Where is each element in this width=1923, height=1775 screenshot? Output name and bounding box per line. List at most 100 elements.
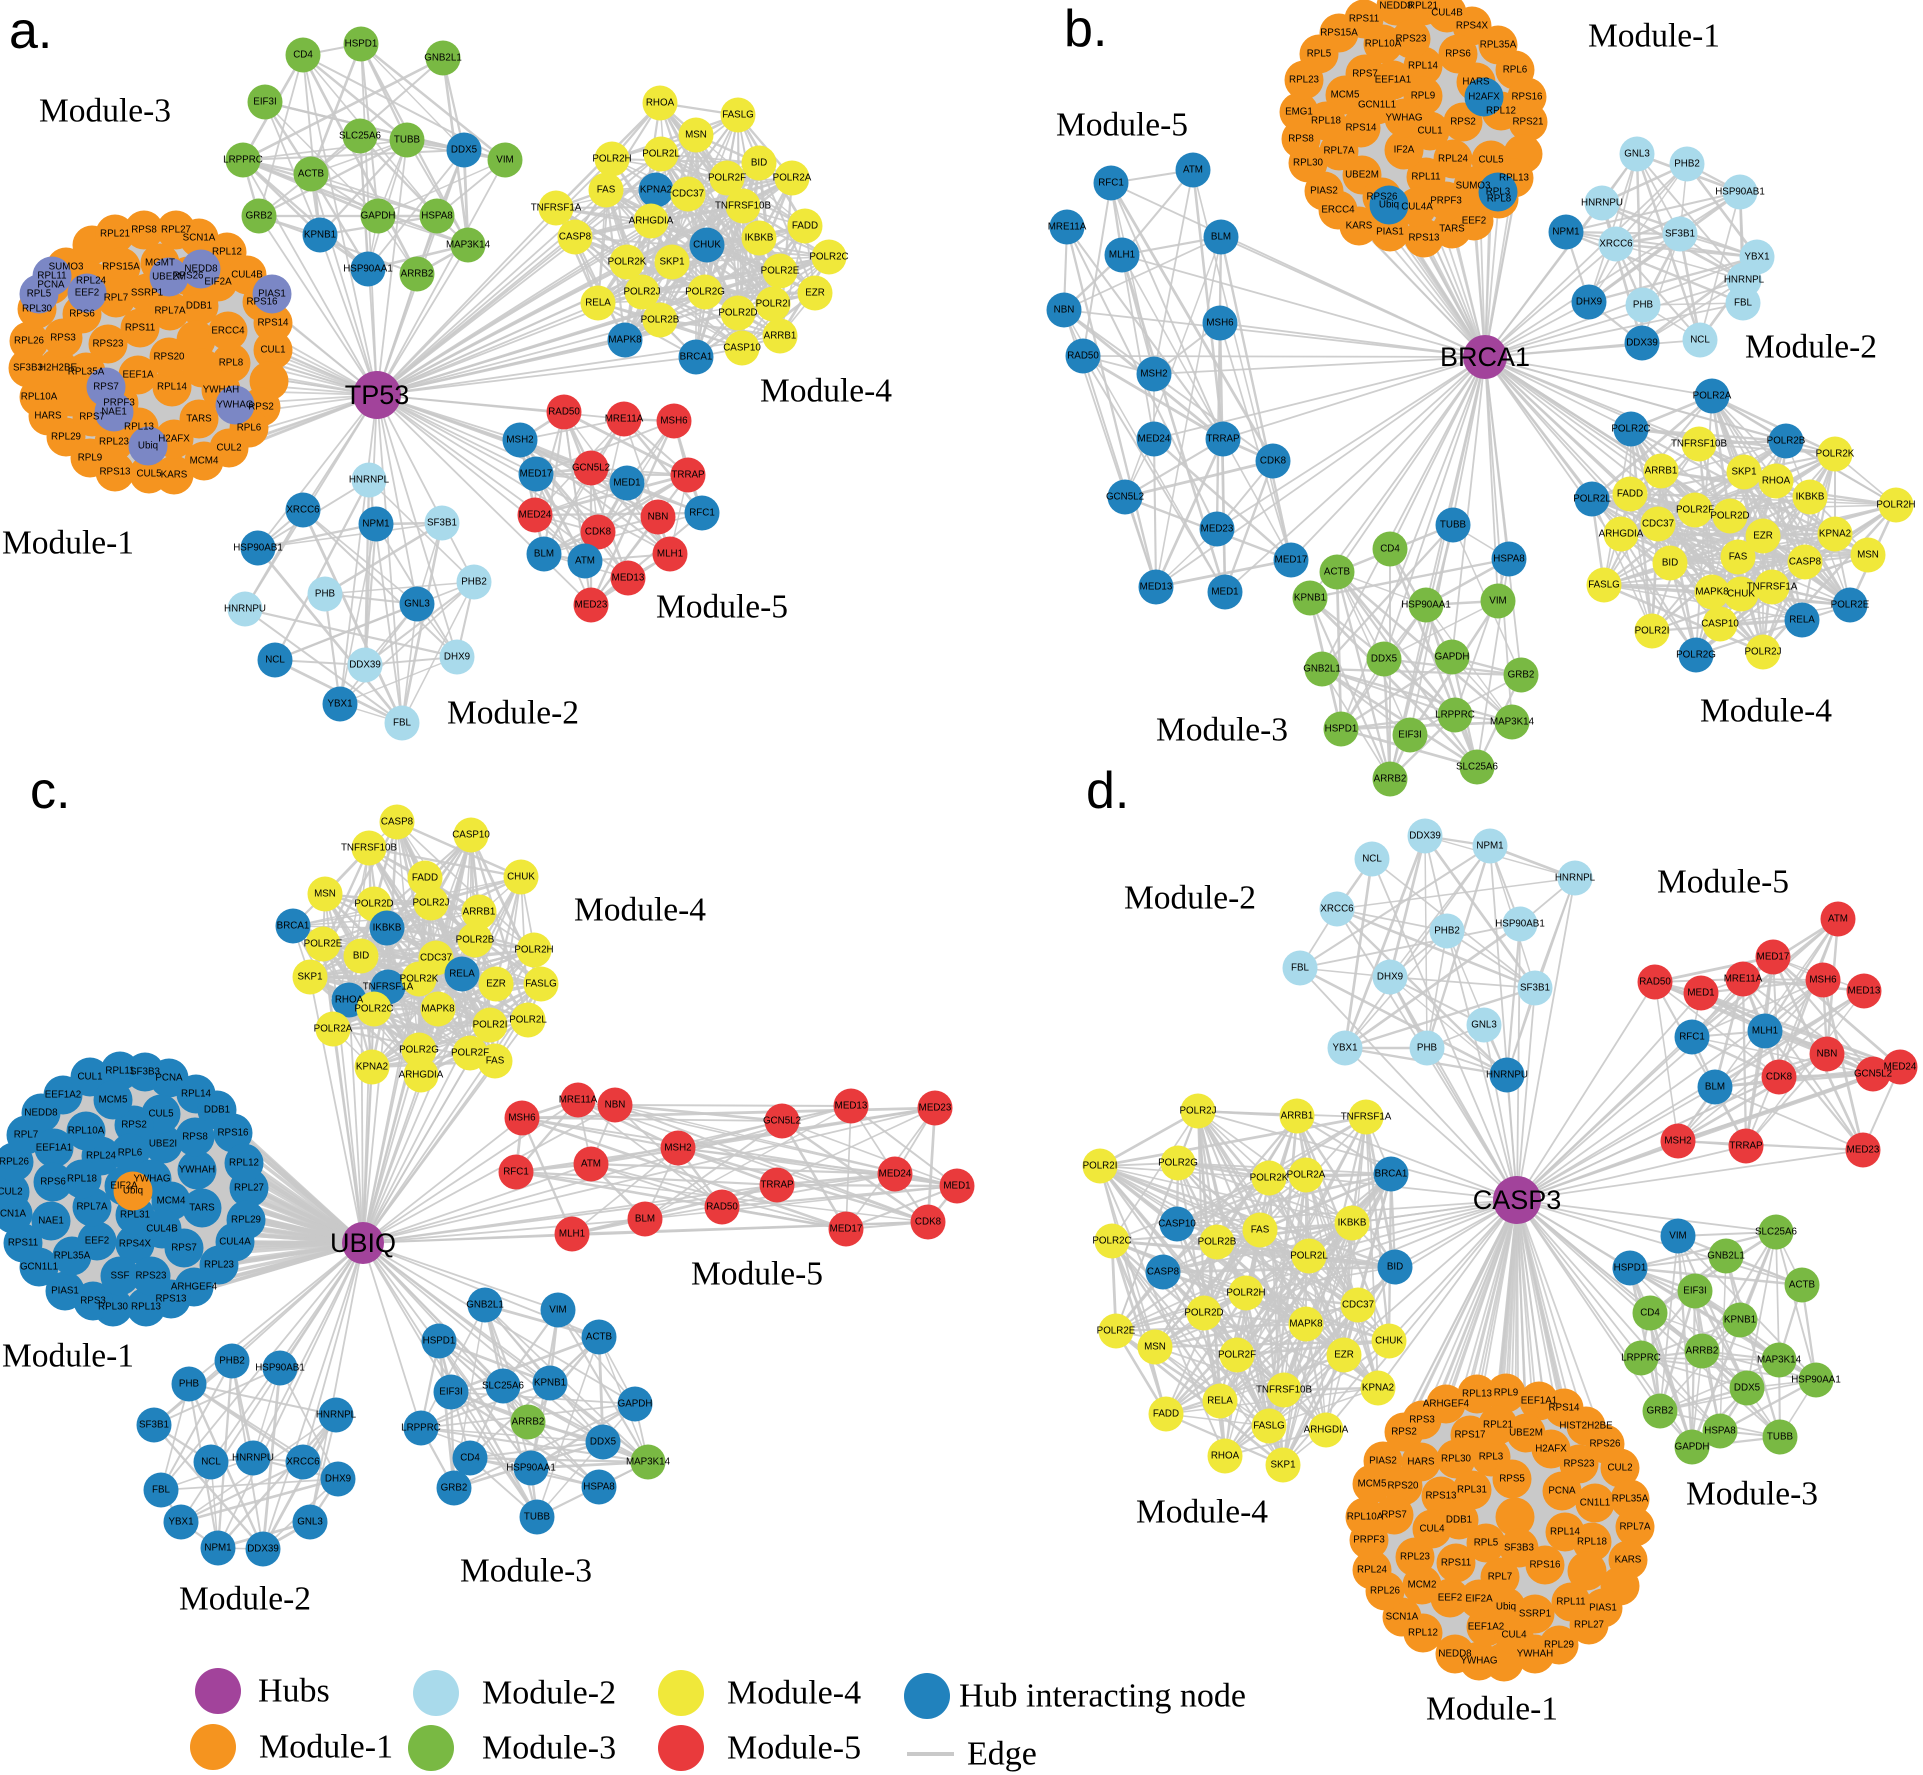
svg-text:DHX9: DHX9: [1377, 972, 1403, 983]
svg-text:POLR2D: POLR2D: [1184, 1308, 1223, 1319]
svg-text:MSH6: MSH6: [508, 1113, 536, 1124]
svg-text:NAE1: NAE1: [38, 1216, 64, 1227]
svg-text:Module-2: Module-2: [179, 1581, 311, 1618]
svg-text:FADD: FADD: [1617, 489, 1643, 500]
svg-text:BID: BID: [1387, 1262, 1403, 1273]
svg-text:ARHGDIA: ARHGDIA: [1304, 1425, 1349, 1436]
svg-text:GCN5L2: GCN5L2: [1106, 492, 1144, 503]
svg-text:RPL5: RPL5: [1307, 49, 1332, 60]
svg-text:NPM1: NPM1: [1552, 227, 1579, 238]
svg-text:TRRAP: TRRAP: [1206, 434, 1240, 445]
svg-text:SUMO3: SUMO3: [49, 262, 84, 273]
svg-text:HSPA8: HSPA8: [1704, 1426, 1736, 1437]
svg-text:GRB2: GRB2: [441, 1483, 468, 1494]
svg-text:HNRNPU: HNRNPU: [224, 604, 266, 615]
svg-text:RFC1: RFC1: [503, 1167, 529, 1178]
svg-text:RPL13: RPL13: [1462, 1389, 1493, 1400]
svg-text:XRCC6: XRCC6: [1599, 239, 1633, 250]
svg-text:RHOA: RHOA: [646, 98, 675, 109]
svg-text:EEF1A2: EEF1A2: [1468, 1622, 1505, 1633]
svg-text:SSRP1: SSRP1: [131, 288, 163, 299]
svg-text:RPS23: RPS23: [92, 339, 124, 350]
svg-text:RELA: RELA: [1789, 615, 1815, 626]
svg-text:RPL7A: RPL7A: [76, 1202, 108, 1213]
svg-text:POLR2B: POLR2B: [1198, 1237, 1237, 1248]
svg-text:RPL12: RPL12: [1408, 1628, 1438, 1639]
svg-text:MED17: MED17: [1757, 952, 1790, 963]
svg-text:SLC25A6: SLC25A6: [482, 1381, 524, 1392]
svg-text:DDX39: DDX39: [1626, 338, 1658, 349]
svg-text:RPS14: RPS14: [1548, 1403, 1580, 1414]
svg-text:SLC25A6: SLC25A6: [339, 131, 381, 142]
svg-text:XRCC6: XRCC6: [286, 505, 320, 516]
svg-text:POLR2A: POLR2A: [1287, 1170, 1326, 1181]
svg-text:PHB: PHB: [179, 1379, 200, 1390]
svg-text:MED23: MED23: [919, 1103, 952, 1114]
svg-text:Edge: Edge: [967, 1736, 1037, 1773]
svg-text:TNFRSF10B: TNFRSF10B: [1671, 439, 1728, 450]
svg-text:DDX39: DDX39: [247, 1544, 279, 1555]
svg-text:DHX9: DHX9: [444, 652, 470, 663]
svg-text:ARRB2: ARRB2: [512, 1417, 545, 1428]
svg-text:FADD: FADD: [412, 873, 438, 884]
svg-text:POLR2C: POLR2C: [809, 252, 848, 263]
svg-text:MED24: MED24: [879, 1169, 912, 1180]
svg-text:YWHAH: YWHAH: [179, 1165, 215, 1176]
svg-text:RFC1: RFC1: [1679, 1032, 1705, 1043]
svg-text:CUL4B: CUL4B: [231, 270, 263, 281]
svg-text:IKBKB: IKBKB: [373, 923, 402, 934]
svg-text:NCL: NCL: [1362, 854, 1382, 865]
svg-text:RPL14: RPL14: [181, 1089, 212, 1100]
svg-text:DDX39: DDX39: [349, 660, 381, 671]
svg-text:BLM: BLM: [635, 1214, 655, 1225]
svg-text:DDX5: DDX5: [1371, 654, 1398, 665]
svg-text:SKP1: SKP1: [1270, 1460, 1295, 1471]
svg-text:RPS6: RPS6: [1445, 49, 1471, 60]
svg-text:RPL12: RPL12: [1486, 106, 1516, 117]
svg-text:RPS26: RPS26: [172, 271, 204, 282]
svg-text:DDB1: DDB1: [186, 301, 212, 312]
svg-text:CUL4A: CUL4A: [219, 1237, 251, 1248]
svg-text:POLR2G: POLR2G: [399, 1045, 439, 1056]
svg-text:SCN1A: SCN1A: [1386, 1612, 1419, 1623]
svg-text:KPNA2: KPNA2: [1362, 1383, 1394, 1394]
svg-text:RPL26: RPL26: [14, 336, 45, 347]
svg-text:POLR2A: POLR2A: [1693, 391, 1732, 402]
svg-text:NCL: NCL: [1690, 335, 1710, 346]
svg-text:BRCA1: BRCA1: [1440, 342, 1530, 372]
svg-text:YWHAG: YWHAG: [216, 400, 253, 411]
svg-text:POLR2B: POLR2B: [456, 935, 495, 946]
svg-text:Hub interacting node: Hub interacting node: [959, 1678, 1246, 1715]
svg-text:GNL3: GNL3: [1471, 1020, 1497, 1031]
svg-text:Module-2: Module-2: [447, 695, 579, 732]
svg-text:POLR2L: POLR2L: [509, 1015, 547, 1026]
svg-text:RPL35A: RPL35A: [68, 367, 105, 378]
svg-text:RPS20: RPS20: [1387, 1481, 1419, 1492]
svg-text:UBE2M: UBE2M: [152, 272, 186, 283]
svg-text:MSN: MSN: [1144, 1342, 1166, 1353]
svg-text:LRPPRC: LRPPRC: [223, 155, 263, 166]
svg-text:HNRNPL: HNRNPL: [1555, 873, 1596, 884]
svg-text:MSN: MSN: [1857, 550, 1879, 561]
svg-text:PCNA: PCNA: [155, 1073, 183, 1084]
svg-text:RPS5: RPS5: [1499, 1474, 1525, 1485]
svg-text:PIAS1: PIAS1: [1589, 1603, 1617, 1614]
svg-text:RPS13: RPS13: [155, 1294, 187, 1305]
svg-text:RPL24: RPL24: [1438, 154, 1469, 165]
svg-text:ACTB: ACTB: [1324, 567, 1351, 578]
svg-text:RPL8: RPL8: [219, 358, 244, 369]
svg-text:MED17: MED17: [520, 469, 553, 480]
svg-text:RPS11: RPS11: [125, 323, 155, 334]
svg-text:RPL29: RPL29: [231, 1215, 261, 1226]
svg-text:CASP8: CASP8: [381, 817, 414, 828]
svg-text:MLH1: MLH1: [559, 1229, 585, 1240]
svg-text:POLR2D: POLR2D: [1710, 511, 1749, 522]
svg-text:RPS11: RPS11: [8, 1238, 38, 1249]
svg-text:DHX9: DHX9: [1576, 297, 1602, 308]
svg-text:DDX5: DDX5: [590, 1437, 617, 1448]
svg-text:DDB1: DDB1: [204, 1105, 230, 1116]
svg-text:MCM4: MCM4: [190, 456, 219, 467]
svg-text:SF3B3: SF3B3: [13, 363, 44, 374]
svg-text:d.: d.: [1086, 762, 1129, 820]
svg-text:RPL10A: RPL10A: [1347, 1512, 1384, 1523]
